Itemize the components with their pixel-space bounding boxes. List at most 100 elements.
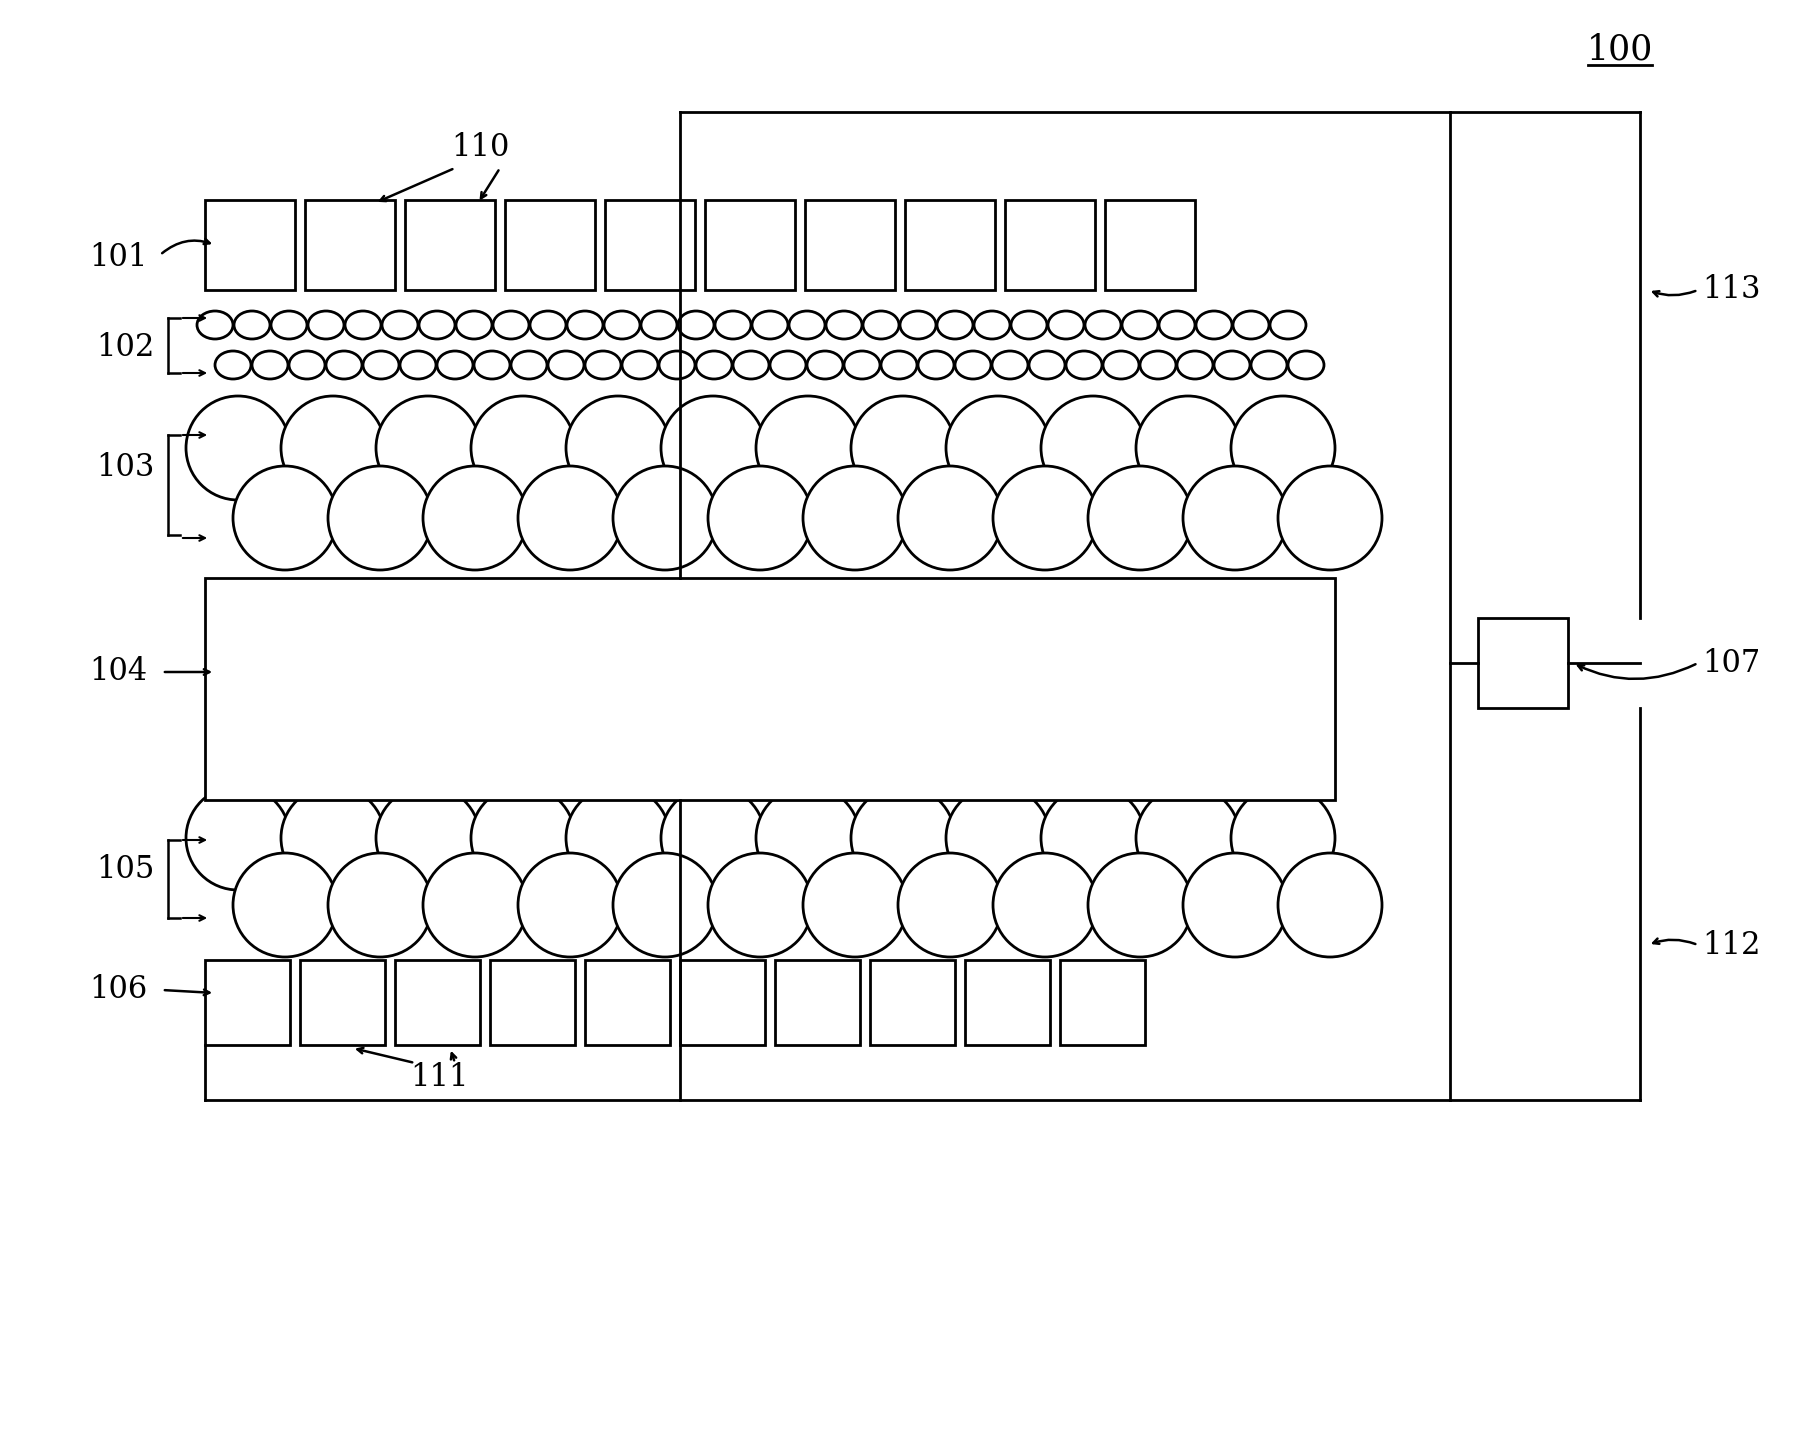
Bar xyxy=(965,960,1051,1045)
Circle shape xyxy=(567,396,671,499)
Ellipse shape xyxy=(567,311,602,339)
Ellipse shape xyxy=(918,352,954,379)
Circle shape xyxy=(1183,852,1287,957)
Circle shape xyxy=(423,852,527,957)
Ellipse shape xyxy=(1158,311,1194,339)
Ellipse shape xyxy=(362,352,400,379)
Text: 101: 101 xyxy=(90,243,147,274)
Circle shape xyxy=(328,466,432,570)
Ellipse shape xyxy=(1029,352,1065,379)
Bar xyxy=(805,199,895,290)
Circle shape xyxy=(377,396,481,499)
Ellipse shape xyxy=(622,352,658,379)
Circle shape xyxy=(803,852,907,957)
Ellipse shape xyxy=(938,311,974,339)
Bar xyxy=(585,960,671,1045)
Ellipse shape xyxy=(1214,352,1250,379)
Ellipse shape xyxy=(382,311,418,339)
Ellipse shape xyxy=(642,311,678,339)
Text: 102: 102 xyxy=(95,333,154,363)
Circle shape xyxy=(233,852,337,957)
Bar xyxy=(204,578,1336,799)
Circle shape xyxy=(282,396,385,499)
Circle shape xyxy=(757,786,861,890)
Ellipse shape xyxy=(1140,352,1176,379)
Circle shape xyxy=(662,396,766,499)
Circle shape xyxy=(377,786,481,890)
Ellipse shape xyxy=(271,311,307,339)
Circle shape xyxy=(567,786,671,890)
Circle shape xyxy=(1042,396,1146,499)
Circle shape xyxy=(282,786,385,890)
Ellipse shape xyxy=(289,352,325,379)
Circle shape xyxy=(613,466,717,570)
Bar xyxy=(604,199,696,290)
Bar xyxy=(299,960,385,1045)
Circle shape xyxy=(947,396,1051,499)
Ellipse shape xyxy=(1269,311,1305,339)
Circle shape xyxy=(186,396,290,499)
Circle shape xyxy=(947,786,1051,890)
Circle shape xyxy=(852,396,956,499)
Ellipse shape xyxy=(1287,352,1323,379)
Ellipse shape xyxy=(531,311,567,339)
Text: 107: 107 xyxy=(1702,647,1761,679)
Circle shape xyxy=(1088,466,1192,570)
Ellipse shape xyxy=(585,352,620,379)
Ellipse shape xyxy=(400,352,436,379)
Circle shape xyxy=(708,466,812,570)
Ellipse shape xyxy=(344,311,380,339)
Text: 112: 112 xyxy=(1702,930,1761,960)
Bar xyxy=(870,960,956,1045)
Circle shape xyxy=(186,786,290,890)
Ellipse shape xyxy=(974,311,1009,339)
Text: 103: 103 xyxy=(95,452,154,484)
Ellipse shape xyxy=(197,311,233,339)
Bar xyxy=(204,199,296,290)
Text: 113: 113 xyxy=(1702,274,1761,306)
Ellipse shape xyxy=(956,352,992,379)
Circle shape xyxy=(1232,396,1336,499)
Ellipse shape xyxy=(235,311,271,339)
Ellipse shape xyxy=(549,352,585,379)
Ellipse shape xyxy=(455,311,491,339)
Ellipse shape xyxy=(437,352,473,379)
Bar xyxy=(489,960,576,1045)
Ellipse shape xyxy=(1122,311,1158,339)
Circle shape xyxy=(1183,466,1287,570)
Text: 111: 111 xyxy=(411,1062,470,1093)
Text: 106: 106 xyxy=(90,974,147,1006)
Ellipse shape xyxy=(845,352,880,379)
Circle shape xyxy=(898,466,1002,570)
Bar xyxy=(905,199,995,290)
Ellipse shape xyxy=(253,352,289,379)
Bar xyxy=(394,960,481,1045)
Bar xyxy=(305,199,394,290)
Bar xyxy=(1006,199,1096,290)
Bar xyxy=(1104,199,1194,290)
Circle shape xyxy=(613,852,717,957)
Circle shape xyxy=(1088,852,1192,957)
Circle shape xyxy=(993,852,1097,957)
Circle shape xyxy=(1278,852,1382,957)
Ellipse shape xyxy=(473,352,509,379)
Ellipse shape xyxy=(308,311,344,339)
Ellipse shape xyxy=(900,311,936,339)
Ellipse shape xyxy=(827,311,862,339)
Circle shape xyxy=(328,852,432,957)
Ellipse shape xyxy=(1067,352,1103,379)
Circle shape xyxy=(518,466,622,570)
Text: 100: 100 xyxy=(1587,33,1653,67)
Ellipse shape xyxy=(215,352,251,379)
Circle shape xyxy=(852,786,956,890)
Circle shape xyxy=(1278,466,1382,570)
Ellipse shape xyxy=(789,311,825,339)
Ellipse shape xyxy=(696,352,732,379)
Circle shape xyxy=(708,852,812,957)
Ellipse shape xyxy=(1196,311,1232,339)
Bar xyxy=(506,199,595,290)
Ellipse shape xyxy=(715,311,751,339)
Text: 105: 105 xyxy=(95,854,154,885)
Circle shape xyxy=(423,466,527,570)
Ellipse shape xyxy=(862,311,898,339)
